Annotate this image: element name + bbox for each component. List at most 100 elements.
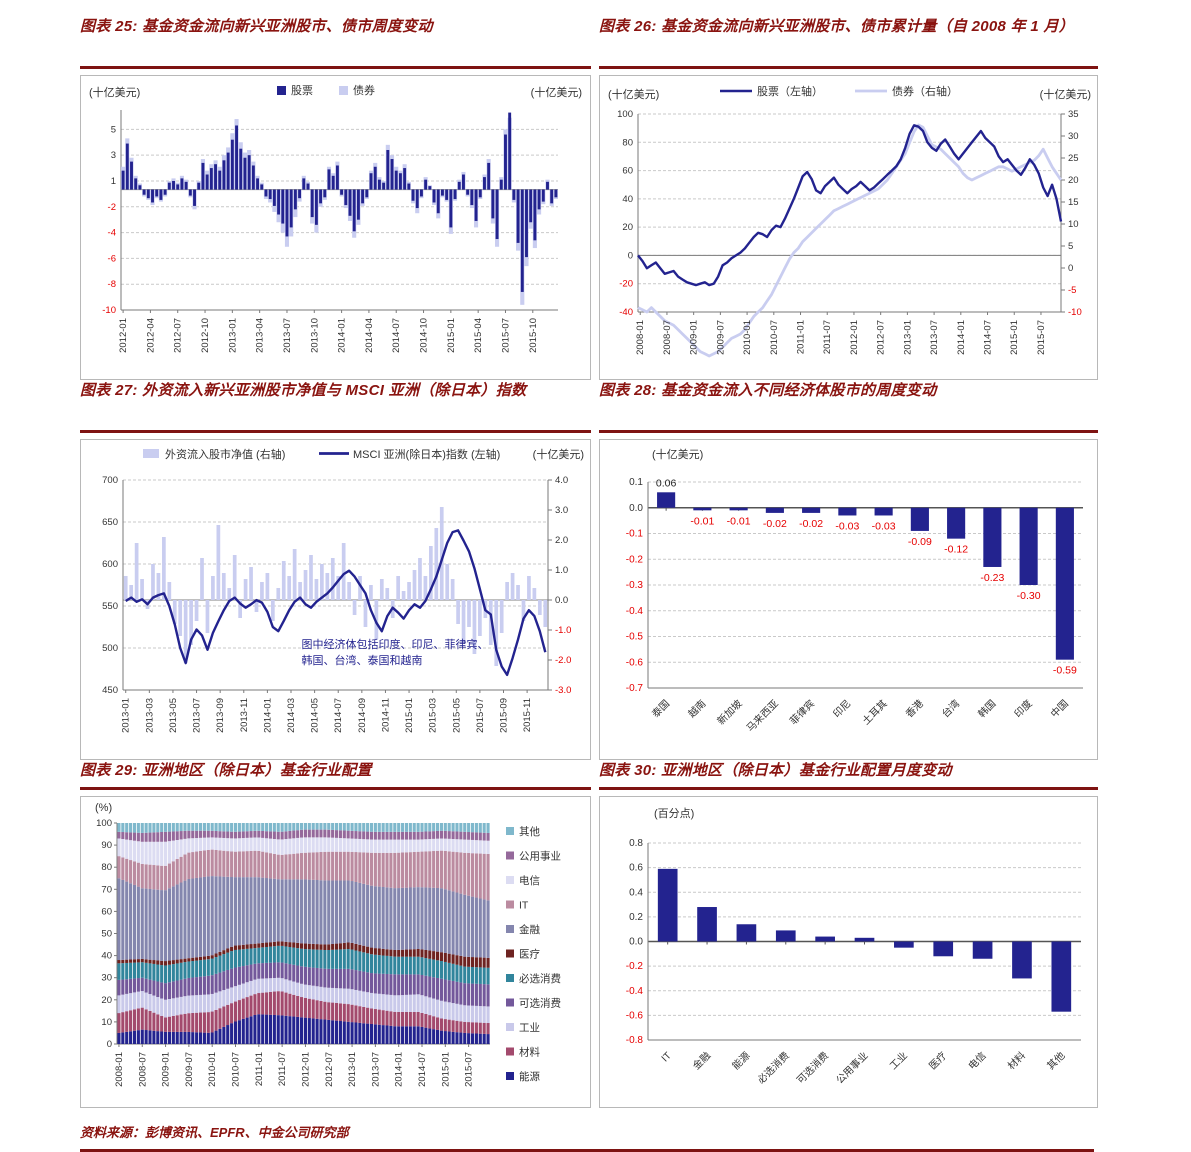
svg-text:20: 20 [1068,175,1079,186]
svg-text:0: 0 [628,250,633,261]
svg-text:2012-01: 2012-01 [118,318,129,353]
svg-text:(十亿美元): (十亿美元) [533,447,584,461]
svg-text:-20: -20 [619,279,633,290]
svg-text:2015-01: 2015-01 [1009,320,1020,355]
svg-text:-0.23: -0.23 [980,572,1004,584]
figure-25-title-rule [80,66,591,69]
svg-text:菲律宾: 菲律宾 [787,697,817,727]
svg-text:2013-11: 2013-11 [239,698,250,732]
svg-text:2015-07: 2015-07 [475,698,486,733]
svg-text:-2.0: -2.0 [555,655,571,666]
svg-text:-0.02: -0.02 [763,518,787,530]
svg-text:-0.03: -0.03 [835,520,859,532]
svg-text:2013-07: 2013-07 [929,320,940,355]
svg-text:-0.4: -0.4 [626,606,644,617]
svg-text:20: 20 [622,222,633,233]
svg-text:2013-10: 2013-10 [309,318,320,353]
svg-text:外资流入股市净值 (右轴): 外资流入股市净值 (右轴) [165,447,285,461]
svg-text:必选消费: 必选消费 [519,972,561,985]
svg-text:-0.6: -0.6 [626,657,644,668]
svg-text:-0.01: -0.01 [727,515,751,527]
svg-text:5: 5 [1068,241,1073,252]
figure-28-title: 图表 28: 基金资金流入不同经济体股市的周度变动 [599,382,937,399]
svg-text:2008-01: 2008-01 [635,320,646,355]
svg-text:工业: 工业 [887,1050,910,1073]
svg-text:60: 60 [622,166,633,177]
svg-text:(百分点): (百分点) [654,807,694,820]
svg-text:20: 20 [101,995,112,1006]
svg-text:2014-01: 2014-01 [956,320,967,355]
svg-text:图中经济体包括印度、印尼、菲律宾、: 图中经济体包括印度、印尼、菲律宾、 [302,637,489,651]
svg-text:-5: -5 [1068,285,1076,296]
svg-text:2014-10: 2014-10 [419,318,430,353]
svg-text:-0.3: -0.3 [626,580,644,591]
svg-text:可选消费: 可选消费 [519,997,561,1010]
svg-text:公用事业: 公用事业 [833,1049,870,1086]
svg-text:0.0: 0.0 [629,503,643,514]
svg-text:工业: 工业 [519,1022,540,1034]
svg-text:2013-05: 2013-05 [168,698,179,733]
svg-text:2015-01: 2015-01 [440,1052,451,1087]
svg-text:(十亿美元): (十亿美元) [608,87,659,101]
svg-text:60: 60 [101,906,112,917]
svg-text:2011-07: 2011-07 [277,1052,288,1086]
svg-text:50: 50 [101,929,112,940]
svg-text:-2: -2 [108,202,116,213]
svg-text:金融: 金融 [690,1049,713,1072]
svg-text:2009-07: 2009-07 [715,320,726,355]
figure-30-panel: 图表 30: 亚洲地区（除日本）基金行业配置月度变动 0.8 0.6 0.4 0.2 0… [599,760,1098,1108]
svg-text:2014-07: 2014-07 [983,320,994,355]
svg-text:3.0: 3.0 [555,505,568,516]
svg-text:-6: -6 [108,253,116,264]
svg-text:其他: 其他 [519,825,540,838]
chart-28-canvas: 0.1 0.0 -0.1 -0.2 -0.3 -0.4 -0.5 -0.6 -0.7 0.06 -0… [599,439,1098,760]
svg-text:(十亿美元): (十亿美元) [531,85,582,99]
svg-text:(十亿美元): (十亿美元) [652,447,703,461]
svg-text:600: 600 [102,559,118,570]
svg-text:2008-07: 2008-07 [662,320,673,355]
svg-text:2014-11: 2014-11 [380,698,391,732]
figure-27-panel: 图表 27: 外资流入新兴亚洲股市净值与 MSCI 亚洲（除日本）指数 700 6… [80,380,591,760]
svg-text:-0.7: -0.7 [626,683,644,694]
svg-text:0.06: 0.06 [656,477,677,489]
svg-text:2014-04: 2014-04 [364,318,375,353]
figure-28-panel: 图表 28: 基金资金流入不同经济体股市的周度变动 0.1 0.0 -0.1 -0.2… [599,380,1098,760]
figure-27-title: 图表 27: 外资流入新兴亚洲股市净值与 MSCI 亚洲（除日本）指数 [80,382,527,399]
svg-text:2013-07: 2013-07 [370,1052,381,1087]
svg-text:-4: -4 [108,228,116,239]
svg-text:0.6: 0.6 [629,863,643,874]
svg-text:2013-01: 2013-01 [902,320,913,355]
svg-text:台湾: 台湾 [939,697,962,720]
svg-text:70: 70 [101,884,112,895]
svg-text:2015-07: 2015-07 [464,1052,475,1087]
svg-text:IT: IT [660,1050,674,1064]
svg-text:2011-01: 2011-01 [796,320,807,354]
svg-text:2013-03: 2013-03 [144,698,155,733]
svg-text:新加坡: 新加坡 [714,697,744,727]
svg-text:2012-07: 2012-07 [876,320,887,355]
svg-text:2010-07: 2010-07 [231,1052,242,1087]
svg-text:450: 450 [102,685,118,696]
figure-29-title-rule [80,787,591,790]
svg-text:2015-09: 2015-09 [499,698,510,733]
svg-text:650: 650 [102,517,118,528]
svg-text:2010-01: 2010-01 [207,1052,218,1087]
svg-text:香港: 香港 [903,698,926,721]
svg-text:能源: 能源 [519,1070,540,1083]
svg-text:马来西亚: 马来西亚 [744,698,781,735]
svg-text:0.0: 0.0 [629,937,643,948]
svg-text:0.4: 0.4 [629,887,643,898]
chart-30-canvas: 0.8 0.6 0.4 0.2 0.0 -0.2 -0.4 -0.6 -0.8 IT 金融 能源 必选消… [599,796,1098,1108]
svg-text:中国: 中国 [1048,697,1071,720]
svg-text:2013-04: 2013-04 [255,318,266,353]
svg-text:股票（左轴）: 股票（左轴） [757,84,823,98]
svg-text:0: 0 [107,1039,112,1050]
svg-text:2013-01: 2013-01 [347,1052,358,1087]
svg-text:2009-01: 2009-01 [161,1052,172,1087]
chart-27-canvas: 700 650 600 550 500 450 4.0 3.0 2.0 1.0 0.0 -1.0 -2.… [80,439,591,760]
chart-25-canvas: 5 3 1 -2 -4 -6 -8 -10 2012-01 2012-04 2012-07 2012-… [80,75,591,380]
svg-text:-0.12: -0.12 [944,544,968,556]
svg-text:-8: -8 [108,279,116,290]
svg-text:0.8: 0.8 [629,838,643,849]
